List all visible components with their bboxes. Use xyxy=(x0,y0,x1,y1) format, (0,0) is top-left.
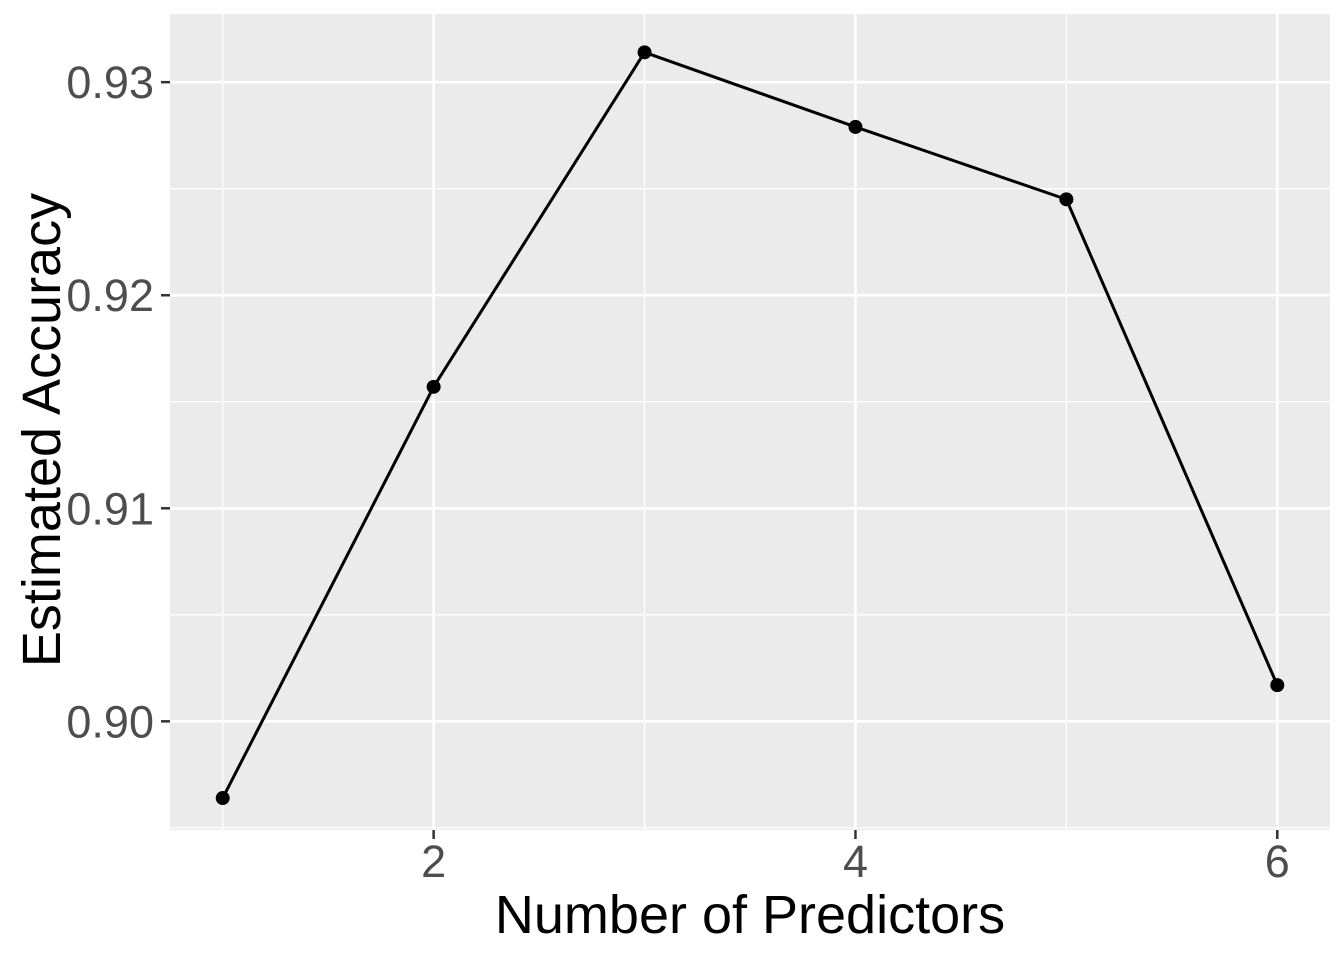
plot-panel xyxy=(170,14,1330,830)
x-axis-title: Number of Predictors xyxy=(494,885,1006,945)
x-tick-label: 4 xyxy=(843,836,868,887)
data-point xyxy=(215,791,230,806)
data-point xyxy=(426,379,441,394)
data-point xyxy=(637,45,652,60)
y-tick-label: 0.91 xyxy=(66,483,154,534)
data-point xyxy=(1059,192,1074,207)
y-axis-title: Estimated Accuracy xyxy=(12,192,72,668)
x-tick-label: 2 xyxy=(421,836,446,887)
data-point xyxy=(848,119,863,134)
y-tick-label: 0.93 xyxy=(66,57,154,108)
series-line xyxy=(221,50,1279,799)
data-point xyxy=(1270,678,1285,693)
y-tick-label: 0.90 xyxy=(66,696,154,747)
y-tick-label: 0.92 xyxy=(66,270,154,321)
x-tick-label: 6 xyxy=(1265,836,1290,887)
